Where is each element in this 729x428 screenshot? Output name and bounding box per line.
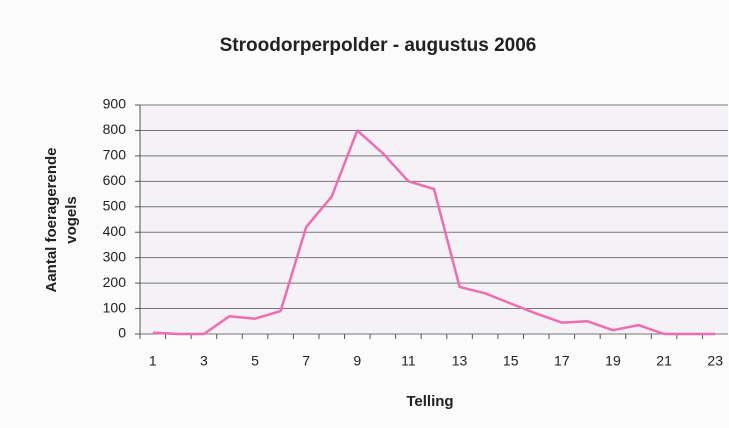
x-axis-label: Telling: [406, 393, 453, 410]
x-tick-label: 3: [200, 353, 208, 369]
chart-title: Stroodorperpolder - augustus 2006: [220, 35, 537, 56]
x-tick-label: 11: [401, 353, 416, 369]
x-tick-label: 1: [149, 353, 157, 369]
x-tick-label: 23: [707, 353, 723, 369]
x-tick-label: 13: [452, 353, 468, 369]
y-tick-label: 800: [103, 121, 127, 137]
y-tick-label: 300: [103, 248, 127, 264]
plot-area: [140, 105, 728, 334]
data-line: [152, 129, 716, 336]
x-tick-label: 21: [656, 353, 672, 369]
x-tick-label: 19: [605, 353, 621, 369]
y-axis-label-line: vogels: [63, 196, 80, 244]
y-tick-label: 0: [118, 325, 126, 341]
x-tick-label: 9: [353, 353, 361, 369]
x-tick-label: 17: [554, 353, 570, 369]
x-tick-label: 5: [251, 353, 259, 369]
y-tick-label: 500: [103, 197, 127, 213]
y-tick-label: 100: [103, 299, 127, 315]
y-axis-label: Aantal foeragerende vogels: [43, 147, 80, 292]
y-tick-label: 900: [103, 96, 127, 112]
y-tick-label: 400: [103, 223, 127, 239]
x-tick-label: 7: [302, 353, 310, 369]
x-tick-label: 15: [503, 353, 519, 369]
y-tick-label: 600: [103, 172, 127, 188]
y-tick-label: 200: [103, 274, 127, 290]
y-axis-label-line: Aantal foeragerende: [43, 147, 60, 292]
y-tick-label: 700: [103, 147, 127, 163]
